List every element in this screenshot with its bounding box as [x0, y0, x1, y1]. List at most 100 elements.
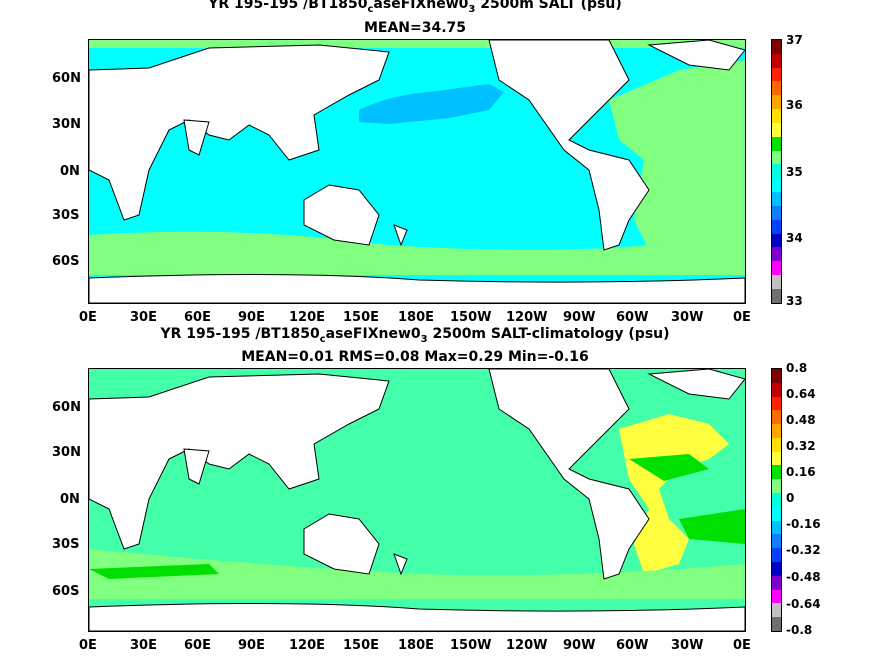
land-new-zealand [393, 224, 408, 247]
colorbar-swatch [772, 437, 781, 452]
p1-lon-tick: 60W [616, 310, 649, 325]
p2-lat-30n: 30N [52, 445, 81, 460]
p2-lat-0n: 0N [60, 492, 80, 507]
land-india [183, 119, 210, 156]
p2-lon-tick: 60E [184, 638, 211, 653]
colorbar-swatch [772, 192, 781, 206]
p2-cb-tick: 0.48 [786, 413, 816, 427]
colorbar-swatch [772, 288, 781, 303]
p1-lon-tick: 120W [506, 310, 548, 325]
p2-lon-tick: 150E [343, 638, 380, 653]
p2-lon-tick: 90E [238, 638, 265, 653]
p2-cb-tick: -0.48 [786, 570, 821, 584]
colorbar-swatch [772, 40, 781, 54]
panel2-map [88, 368, 746, 632]
atlantic-high-anomaly [619, 414, 729, 574]
colorbar-swatch [772, 479, 781, 494]
p2-lon-tick: 30E [130, 638, 157, 653]
p1-lat-60s: 60S [52, 254, 80, 269]
p1-cb-tick-37: 37 [786, 33, 803, 47]
colorbar-swatch [772, 506, 781, 521]
p1-lat-0n: 0N [60, 164, 80, 179]
colorbar-swatch [772, 53, 781, 68]
p1-cb-tick-33: 33 [786, 294, 803, 308]
colorbar-swatch [772, 561, 781, 576]
colorbar-swatch [772, 233, 781, 248]
map-canvas [89, 369, 745, 631]
land-americas [488, 369, 650, 580]
colorbar-swatch [772, 603, 781, 618]
colorbar-swatch [772, 369, 781, 383]
p1-lon-tick: 90W [563, 310, 596, 325]
land-india [183, 448, 210, 485]
land-australia [303, 184, 380, 246]
p2-cb-tick: 0 [786, 491, 795, 505]
land-eurasia-africa [89, 373, 390, 550]
colorbar-swatch [772, 150, 781, 165]
southern-ocean-band [89, 549, 745, 599]
p1-cb-tick-36: 36 [786, 98, 803, 112]
land-antarctica [89, 602, 745, 631]
panel2-stats: MEAN=0.01 RMS=0.08 Max=0.29 Min=-0.16 [241, 349, 589, 365]
colorbar-swatch [772, 136, 781, 151]
land-new-zealand [393, 553, 408, 576]
colorbar-swatch [772, 247, 781, 262]
p1-lat-30n: 30N [52, 117, 81, 132]
land-australia [303, 513, 380, 575]
p2-lon-tick: 180E [398, 638, 435, 653]
p2-cb-tick: 0.8 [786, 361, 808, 375]
p2-cb-tick: 0.16 [786, 465, 816, 479]
p1-lon-tick: 150W [450, 310, 492, 325]
p1-cb-tick-34: 34 [786, 231, 803, 245]
land-greenland [647, 369, 745, 400]
p1-lon-tick: 0E [733, 310, 751, 325]
atlantic-fill [609, 60, 745, 250]
colorbar-swatch [772, 219, 781, 234]
colorbar-swatch [772, 410, 781, 425]
panel2-title: YR 195-195 /BT1850caseFIXnew03 2500m SAL… [160, 326, 670, 345]
p1-cb-tick-35: 35 [786, 165, 803, 179]
arctic-fill [89, 40, 745, 48]
colorbar-swatch [772, 493, 781, 507]
p2-cb-tick: 0.64 [786, 387, 816, 401]
colorbar-swatch [772, 122, 781, 137]
p2-cb-tick: -0.32 [786, 543, 821, 557]
colorbar-swatch [772, 465, 781, 480]
colorbar-swatch [772, 617, 781, 631]
land-americas [488, 40, 650, 251]
colorbar-swatch [772, 548, 781, 562]
p1-lon-tick: 120E [289, 310, 326, 325]
p1-lat-30s: 30S [52, 208, 80, 223]
colorbar-swatch [772, 109, 781, 123]
colorbar-swatch [772, 275, 781, 289]
p2-lon-tick: 60W [616, 638, 649, 653]
panel1-colorbar [771, 39, 782, 304]
p1-lon-tick: 150E [343, 310, 380, 325]
panel2-colorbar [771, 368, 782, 632]
colorbar-swatch [772, 81, 781, 96]
p2-lat-30s: 30S [52, 537, 80, 552]
p2-lon-tick: 90W [563, 638, 596, 653]
atlantic-mid-anomaly-1 [629, 454, 709, 481]
colorbar-swatch [772, 95, 781, 110]
p2-lon-tick: 120E [289, 638, 326, 653]
p1-lat-60n: 60N [52, 71, 81, 86]
p1-lon-tick: 30W [671, 310, 704, 325]
land-greenland [647, 40, 745, 71]
atlantic-mid-anomaly-2 [679, 509, 745, 544]
panel1-stats: MEAN=34.75 [363, 20, 467, 36]
panel1-map [88, 39, 746, 304]
p1-lon-tick: 180E [398, 310, 435, 325]
p2-cb-tick: 0.32 [786, 439, 816, 453]
colorbar-swatch [772, 575, 781, 590]
colorbar-swatch [772, 164, 781, 179]
p1-lon-tick: 60E [184, 310, 211, 325]
p2-cb-tick: -0.64 [786, 597, 821, 611]
colorbar-swatch [772, 67, 781, 82]
p1-lon-tick: 90E [238, 310, 265, 325]
p2-lon-tick: 0E [733, 638, 751, 653]
p2-cb-tick: -0.16 [786, 517, 821, 531]
colorbar-swatch [772, 396, 781, 411]
p2-lon-tick: 30W [671, 638, 704, 653]
p2-lon-tick: 0E [79, 638, 97, 653]
